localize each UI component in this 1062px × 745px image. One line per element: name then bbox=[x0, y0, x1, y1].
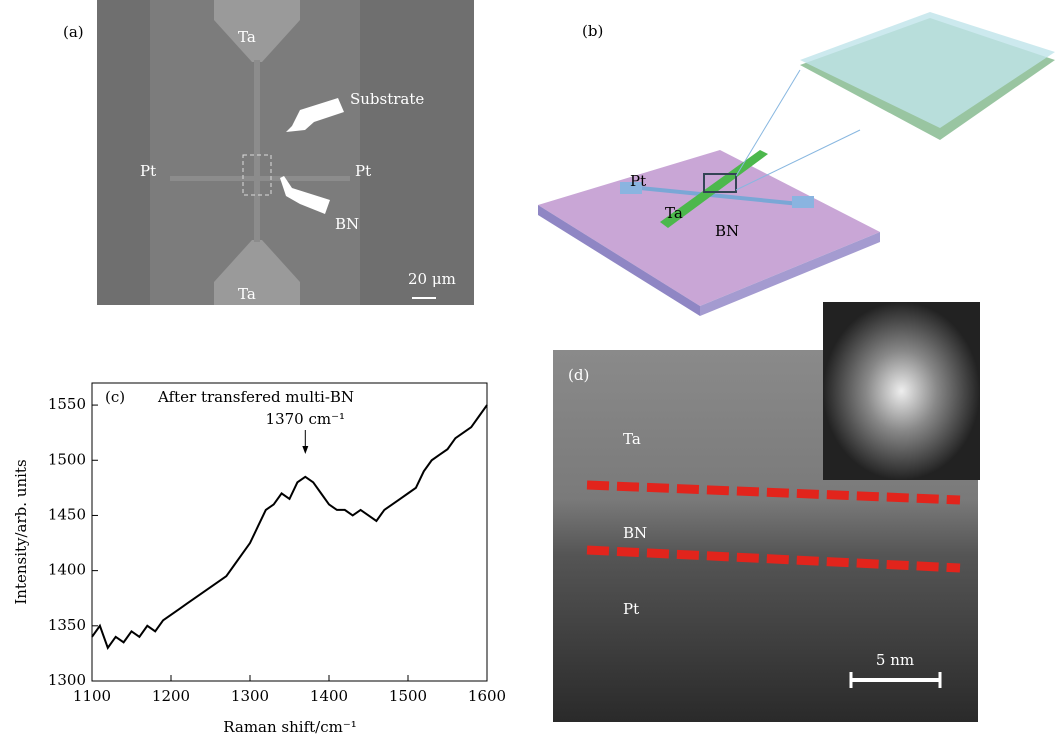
x-tick-label: 1300 bbox=[231, 687, 269, 705]
label: Substrate bbox=[350, 90, 424, 108]
y-tick-label: 1300 bbox=[48, 671, 86, 689]
label: Ta bbox=[665, 204, 683, 222]
label: BN bbox=[623, 524, 647, 542]
label: Pt bbox=[355, 162, 371, 180]
x-tick-label: 1600 bbox=[468, 687, 506, 705]
label: Ta bbox=[238, 28, 256, 46]
label: Pt bbox=[630, 172, 646, 190]
figure: (a) Ta Ta Pt Pt Substrate BN 20 μm (b) P… bbox=[0, 0, 1062, 745]
panel-label: (b) bbox=[582, 22, 603, 40]
data-line bbox=[92, 405, 487, 648]
x-axis-label: Raman shift/cm⁻¹ bbox=[223, 718, 357, 736]
x-tick-label: 1500 bbox=[389, 687, 427, 705]
schematic bbox=[538, 12, 1055, 316]
x-tick-label: 1100 bbox=[73, 687, 111, 705]
y-tick-label: 1400 bbox=[48, 561, 86, 579]
sem-image bbox=[97, 0, 474, 305]
x-tick-label: 1200 bbox=[152, 687, 190, 705]
x-tick-label: 1400 bbox=[310, 687, 348, 705]
y-tick-label: 1450 bbox=[48, 505, 86, 523]
y-tick-label: 1350 bbox=[48, 616, 86, 634]
y-tick-label: 1500 bbox=[48, 450, 86, 468]
annotation-arrowhead bbox=[302, 446, 308, 454]
scale-label: 5 nm bbox=[876, 651, 914, 669]
chart-title: After transfered multi-BN bbox=[157, 388, 354, 406]
label: Ta bbox=[623, 430, 641, 448]
panel-label: (c) bbox=[105, 388, 125, 406]
panel-label: (d) bbox=[568, 366, 589, 384]
label: BN bbox=[715, 222, 739, 240]
scale-label: 20 μm bbox=[408, 270, 456, 288]
y-axis-label: Intensity/arb. units bbox=[12, 459, 30, 604]
y-tick-label: 1550 bbox=[48, 395, 86, 413]
label: Pt bbox=[623, 600, 639, 618]
label: Pt bbox=[140, 162, 156, 180]
annotation: 1370 cm⁻¹ bbox=[266, 410, 346, 428]
label: Ta bbox=[238, 285, 256, 303]
panel-label: (a) bbox=[63, 23, 84, 41]
label: BN bbox=[335, 215, 359, 233]
tem-image bbox=[553, 302, 980, 722]
